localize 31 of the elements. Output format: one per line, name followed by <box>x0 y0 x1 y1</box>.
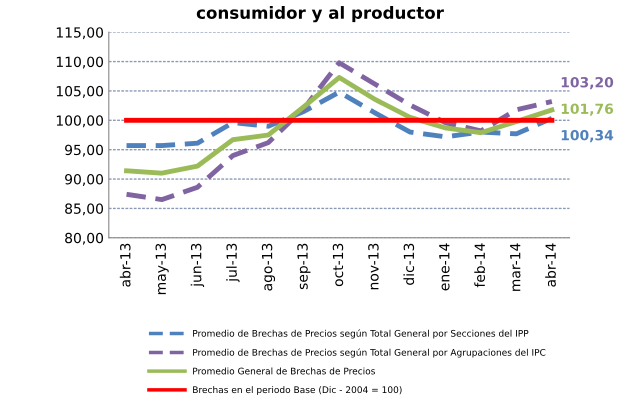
x-tick-label: feb-14 <box>474 243 486 288</box>
y-tick-label: 105,00 <box>56 86 104 98</box>
x-tick-label: ago-13 <box>262 244 276 291</box>
x-tick-label: ene-14 <box>439 243 450 290</box>
x-tick-label: abr-14 <box>545 243 556 287</box>
legend-label: Promedio de Brechas de Precios según Total General por Agrupaciones del IPC <box>193 348 546 358</box>
y-tick-label: 115,00 <box>56 27 104 40</box>
x-tick-label: jun-13 <box>190 244 204 288</box>
data-label: 101,76 <box>562 104 614 116</box>
x-tick-label: jul-13 <box>226 244 240 282</box>
x-tick-label: dic-13 <box>403 244 414 285</box>
chart-title: consumidor y al productor <box>196 6 444 22</box>
legend-label: Promedio de Brechas de Precios según Total General por Secciones del IPP <box>193 329 528 339</box>
y-tick-label: 95,00 <box>65 144 104 157</box>
line-series <box>124 75 554 176</box>
y-tick-label: 100,00 <box>56 115 104 128</box>
x-tick-label: may-13 <box>155 244 169 294</box>
data-label: 100,34 <box>562 130 614 142</box>
data-label: 103,20 <box>562 77 614 90</box>
y-tick-label: 85,00 <box>65 203 104 216</box>
y-tick-label: 80,00 <box>65 232 104 245</box>
y-tick-label: 90,00 <box>65 174 104 186</box>
x-tick-label: mar-14 <box>510 243 520 291</box>
x-tick-label: sep-13 <box>297 244 310 290</box>
legend-label: Promedio General de Brechas de Precios <box>193 367 375 374</box>
line-series <box>124 60 554 202</box>
legend-label: Brechas en el periodo Base (Dic - 2004 = 100) <box>193 386 402 395</box>
x-tick-label: abr-13 <box>120 244 131 287</box>
y-tick-label: 110,00 <box>56 56 104 68</box>
x-tick-label: oct-13 <box>332 244 344 286</box>
x-tick-label: nov-13 <box>368 244 379 290</box>
